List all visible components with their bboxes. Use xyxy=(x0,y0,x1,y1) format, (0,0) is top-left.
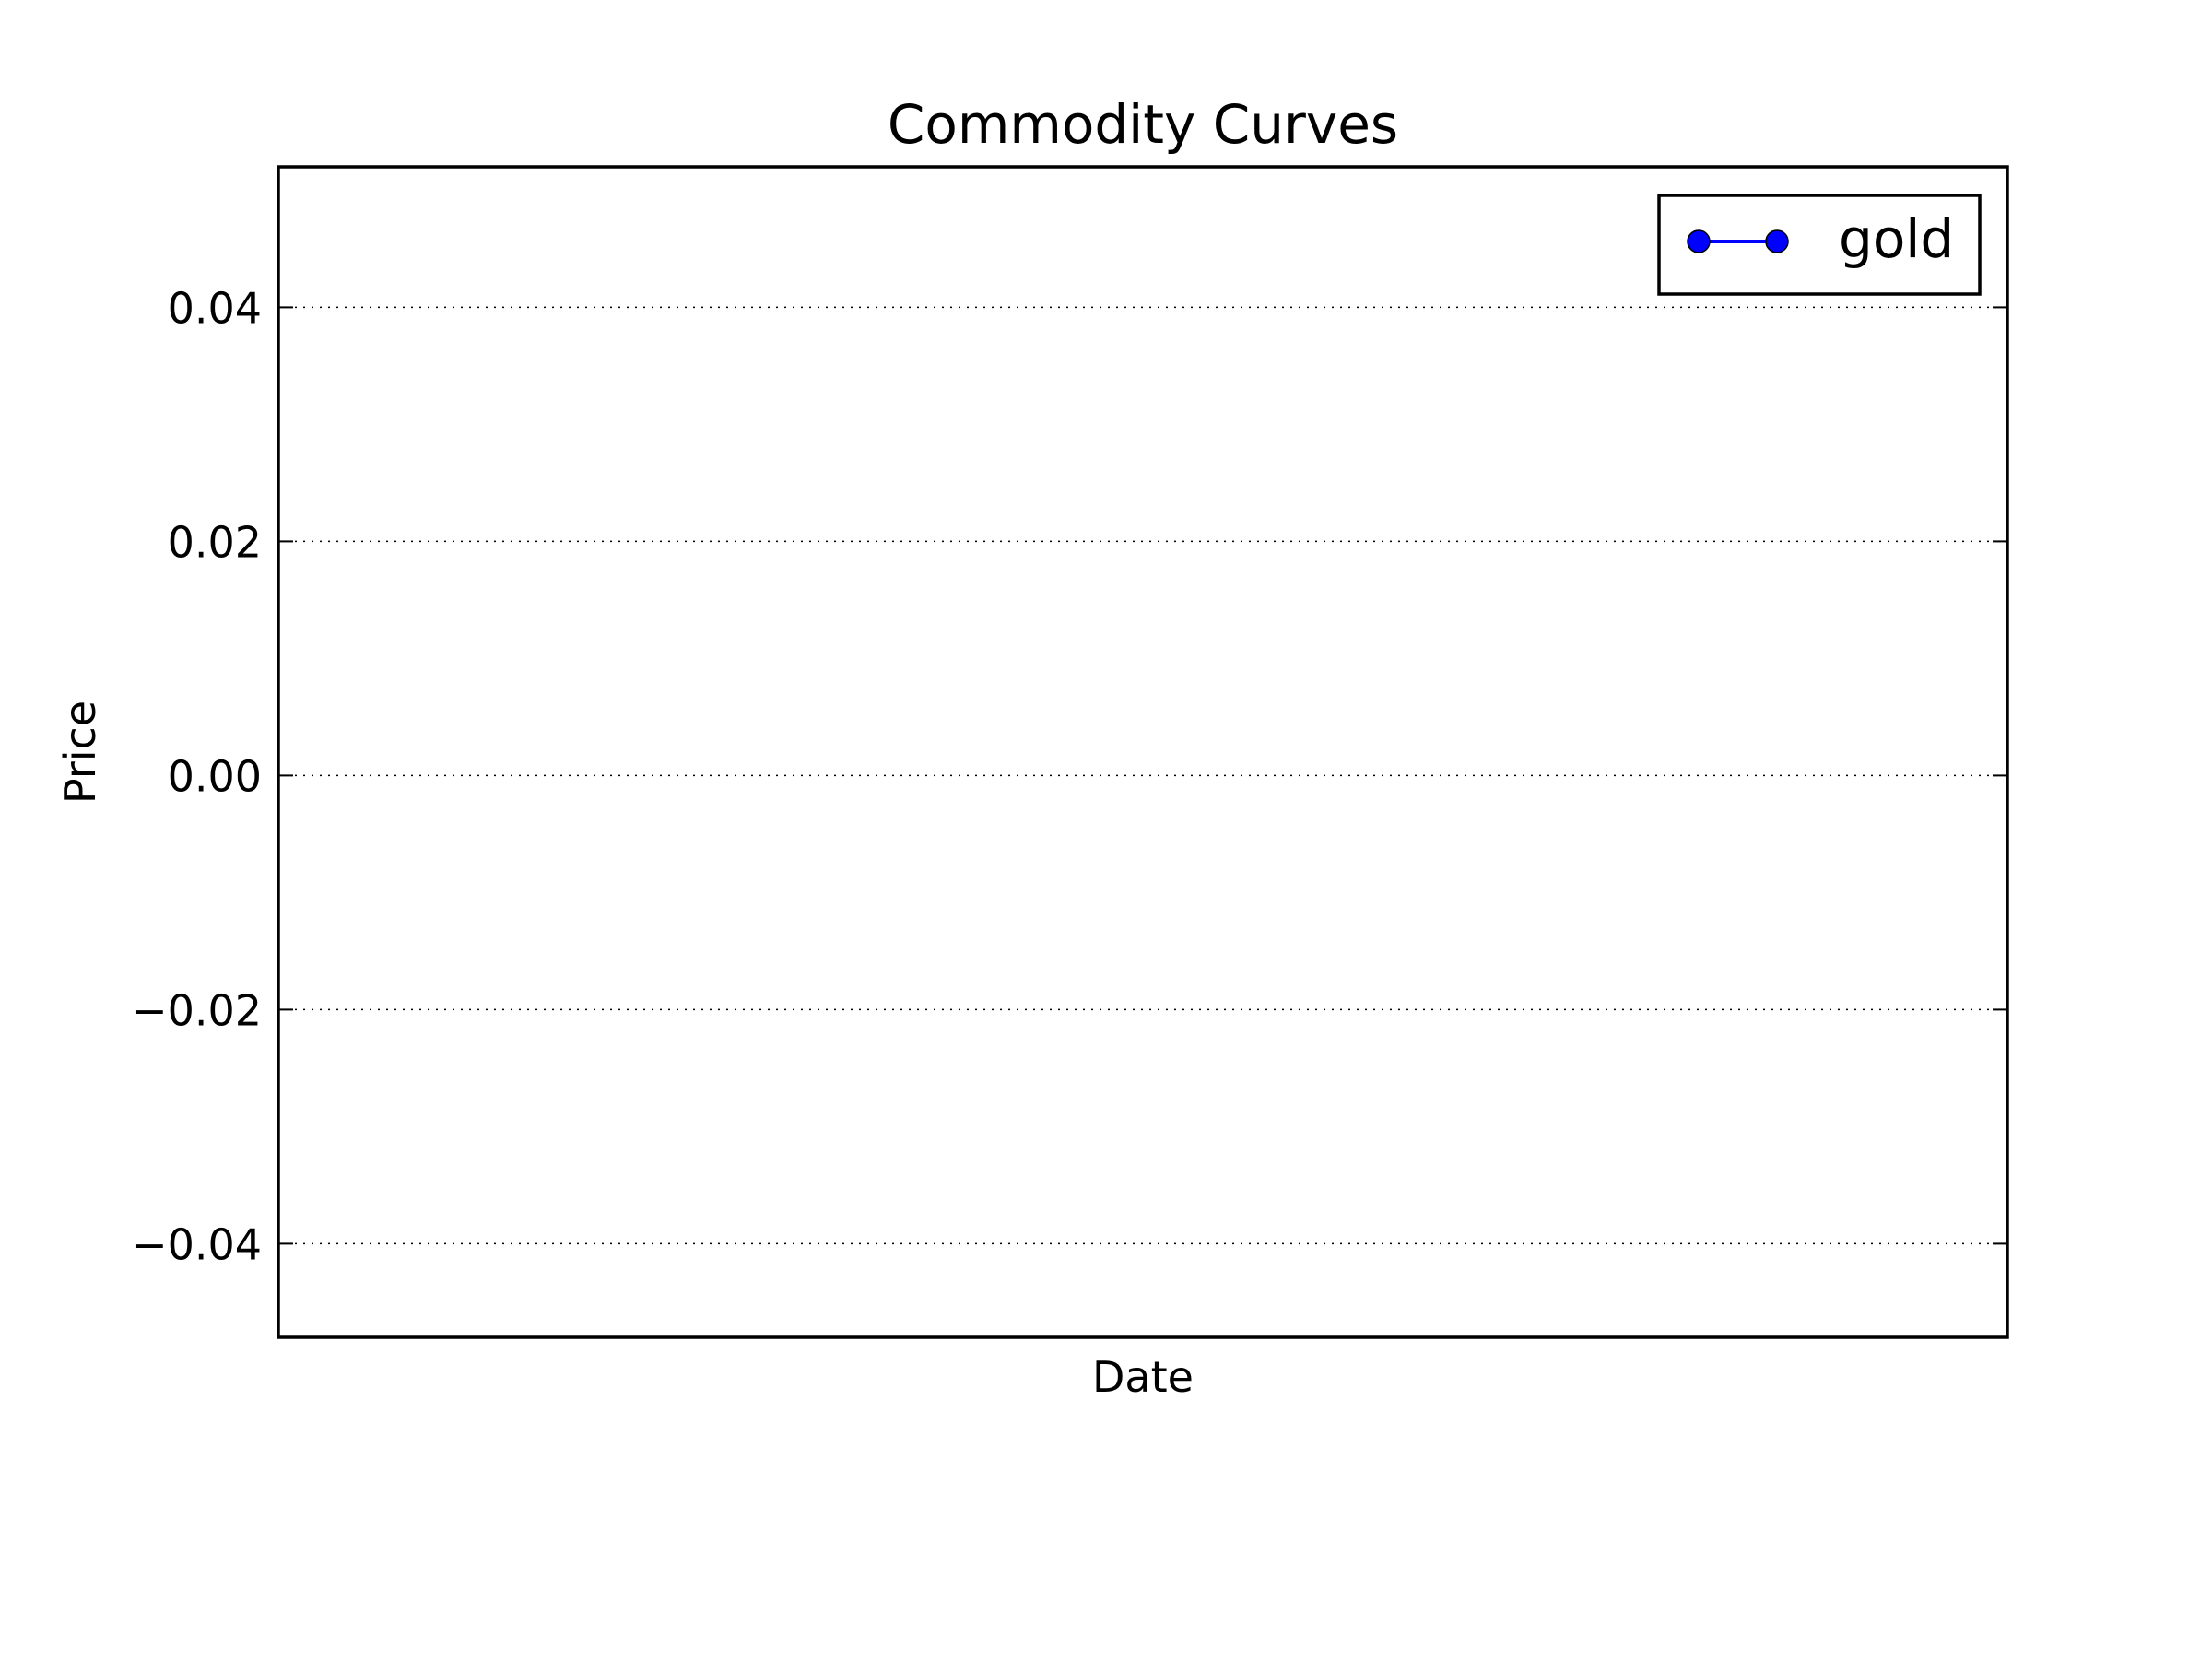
legend-marker-gold xyxy=(1765,229,1789,253)
legend-label-gold: gold xyxy=(1839,207,1954,270)
x-axis-label: Date xyxy=(1092,1352,1194,1402)
gridlines xyxy=(278,306,2007,1245)
y-tick-label: 0.04 xyxy=(168,283,262,333)
legend-marker-gold xyxy=(1687,229,1711,253)
y-tick-label: 0.00 xyxy=(168,751,262,801)
y-axis-ticks: 0.04 0.02 0.00 −0.02 −0.04 xyxy=(132,283,2007,1269)
legend: gold xyxy=(1657,194,1982,296)
legend-box xyxy=(1657,194,1982,296)
y-tick-label: −0.02 xyxy=(132,985,262,1035)
y-tick-label: 0.02 xyxy=(168,517,262,567)
y-axis-label: Price xyxy=(55,700,105,804)
y-tick-label: −0.04 xyxy=(132,1219,262,1269)
plot-area-frame xyxy=(276,165,2009,1339)
chart-title: Commodity Curves xyxy=(888,93,1398,156)
